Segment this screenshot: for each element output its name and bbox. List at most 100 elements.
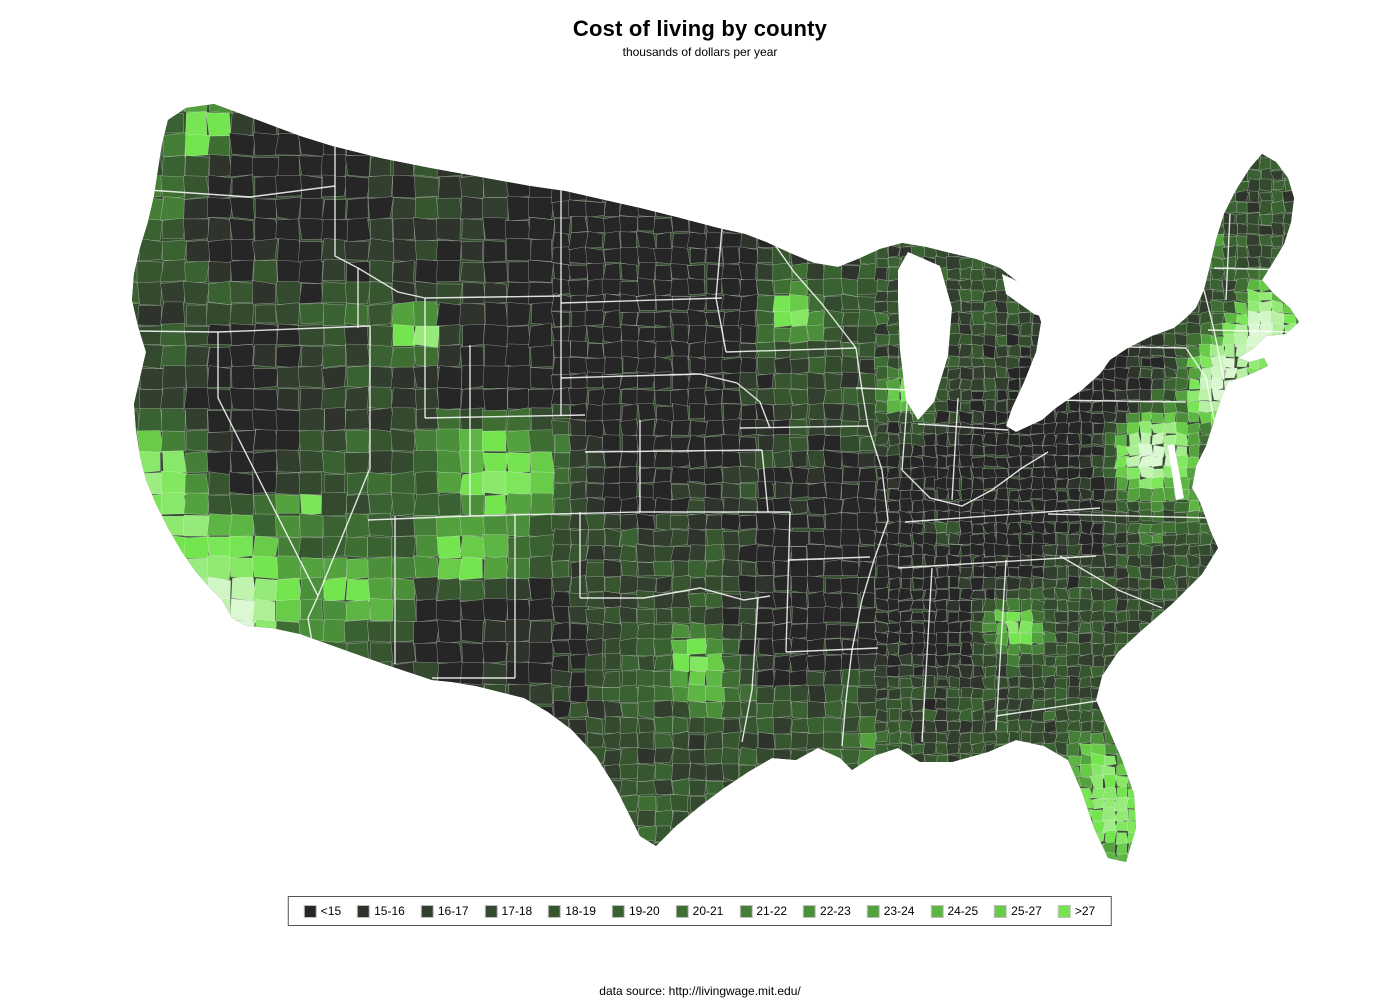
county [1031, 865, 1045, 877]
county [1055, 191, 1071, 205]
county [321, 199, 347, 221]
county [390, 767, 417, 790]
county [1282, 786, 1298, 801]
county [1234, 510, 1249, 523]
county [1257, 114, 1273, 127]
county [637, 747, 657, 765]
county [1282, 355, 1297, 370]
county [969, 378, 985, 391]
county [1222, 123, 1238, 138]
county [1258, 588, 1274, 601]
county [1307, 686, 1319, 700]
county [1066, 467, 1082, 480]
county [389, 704, 417, 729]
county [137, 726, 162, 751]
county [948, 544, 963, 556]
county [604, 764, 621, 780]
county [436, 218, 461, 242]
county [1259, 369, 1274, 381]
county [1030, 402, 1047, 415]
county [1102, 146, 1118, 160]
county [857, 637, 878, 656]
county [1283, 125, 1297, 138]
county [1150, 764, 1166, 778]
county [842, 733, 861, 749]
county [1224, 468, 1238, 481]
county [1294, 159, 1299, 171]
county [1150, 821, 1166, 834]
county [1211, 376, 1224, 391]
county [806, 324, 825, 342]
county [160, 104, 185, 115]
county [996, 104, 1010, 105]
county [1162, 807, 1176, 822]
county [1117, 398, 1131, 412]
county [368, 811, 391, 834]
county [207, 576, 231, 602]
county [1019, 808, 1033, 823]
county [887, 874, 900, 888]
county [1307, 157, 1319, 169]
county [1222, 179, 1238, 193]
county [1199, 267, 1211, 281]
county [1199, 123, 1214, 139]
county [277, 810, 302, 834]
county [1152, 866, 1165, 877]
county [876, 564, 889, 579]
county [1283, 104, 1299, 105]
state-border-line [357, 267, 426, 299]
county [1151, 200, 1166, 215]
county [655, 575, 673, 595]
county [438, 323, 461, 347]
county [823, 104, 844, 110]
county [366, 769, 395, 793]
county [483, 239, 507, 263]
county [898, 202, 911, 215]
county [909, 222, 925, 236]
county [1093, 798, 1105, 810]
county [1259, 466, 1274, 478]
county [1021, 91, 1034, 102]
county [1272, 752, 1286, 766]
county [412, 450, 440, 475]
county [971, 234, 985, 248]
county [436, 197, 464, 220]
county [390, 366, 416, 391]
county [1077, 354, 1094, 370]
state-border-line [761, 449, 769, 513]
county [1284, 865, 1296, 877]
county [298, 259, 324, 284]
county [911, 554, 923, 567]
county [922, 532, 939, 546]
county [137, 408, 163, 432]
county [1188, 796, 1201, 811]
county [1055, 200, 1068, 216]
county [229, 132, 256, 157]
county [910, 810, 925, 823]
county [553, 497, 572, 516]
county [1295, 776, 1299, 790]
county [1009, 877, 1021, 889]
county [1056, 104, 1070, 106]
county [367, 852, 392, 862]
county [1067, 852, 1083, 862]
county [184, 852, 210, 862]
county [653, 105, 672, 124]
county [1198, 112, 1213, 127]
county [655, 825, 671, 843]
county [299, 703, 325, 728]
legend-item: 19-20 [611, 904, 660, 918]
county [984, 719, 997, 735]
county [412, 576, 439, 601]
county [995, 875, 1010, 888]
county [957, 223, 974, 238]
county [1149, 310, 1165, 325]
county [922, 104, 937, 105]
county [1284, 476, 1297, 492]
county [1054, 807, 1069, 821]
county [984, 233, 997, 247]
county [160, 491, 187, 515]
county [947, 621, 962, 633]
county [459, 174, 484, 199]
county [856, 512, 877, 532]
